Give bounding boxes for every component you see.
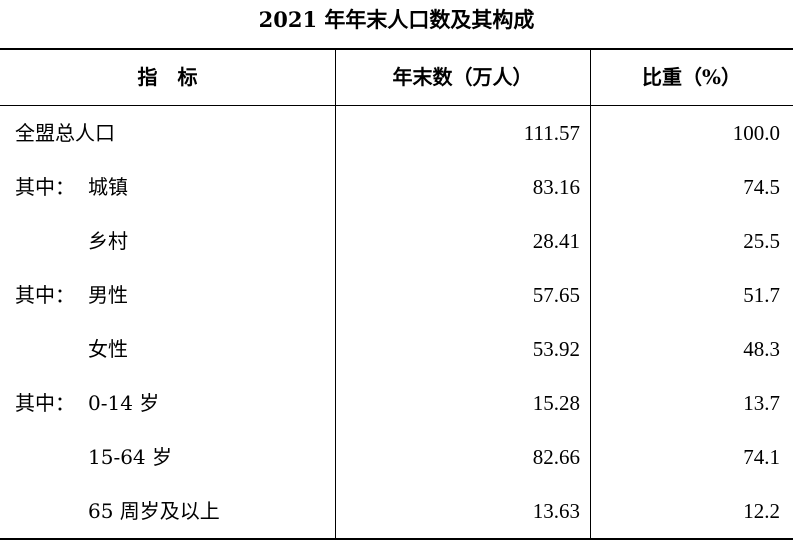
- row-share: 12.2: [743, 499, 780, 523]
- table-row: 其中： 城镇 83.16 74.5: [0, 160, 793, 214]
- row-share: 74.5: [743, 175, 780, 199]
- row-label: 乡村: [88, 229, 128, 253]
- row-value: 57.65: [532, 283, 580, 307]
- table-body: 全盟总人口 111.57 100.0 其中： 城镇 83.16 74.5 乡村 …: [0, 106, 793, 540]
- header-divider-1: [335, 50, 336, 105]
- table-header: 指 标 年末数（万人） 比重（%）: [0, 50, 793, 106]
- row-label: 男性: [88, 283, 128, 307]
- row-value: 111.57: [523, 121, 580, 145]
- row-label: 女性: [88, 337, 128, 361]
- row-label: 15-64 岁: [88, 445, 173, 469]
- row-value: 15.28: [532, 391, 580, 415]
- table-row: 全盟总人口 111.57 100.0: [0, 106, 793, 160]
- row-share: 74.1: [743, 445, 780, 469]
- row-prefix: 其中：: [15, 283, 75, 307]
- row-share: 48.3: [743, 337, 780, 361]
- row-label: 65 周岁及以上: [88, 499, 220, 523]
- table-row: 其中： 男性 57.65 51.7: [0, 268, 793, 322]
- header-indicator: 指 标: [137, 65, 198, 89]
- table-row: 女性 53.92 48.3: [0, 322, 793, 376]
- row-prefix: 其中：: [15, 175, 75, 199]
- row-value: 82.66: [532, 445, 580, 469]
- row-share: 25.5: [743, 229, 780, 253]
- row-value: 53.92: [532, 337, 580, 361]
- header-share: 比重（%）: [641, 65, 741, 89]
- population-table: 指 标 年末数（万人） 比重（%） 全盟总人口 111.57 100.0 其中：…: [0, 48, 793, 540]
- header-year-end-value: 年末数（万人）: [392, 65, 533, 89]
- body-divider-1: [335, 106, 336, 540]
- table-row: 65 周岁及以上 13.63 12.2: [0, 484, 793, 538]
- body-divider-2: [590, 106, 591, 540]
- row-value: 83.16: [532, 175, 580, 199]
- header-divider-2: [590, 50, 591, 105]
- row-label: 全盟总人口: [15, 121, 115, 145]
- row-label: 城镇: [88, 175, 128, 199]
- row-label: 0-14 岁: [88, 391, 160, 415]
- row-share: 13.7: [743, 391, 780, 415]
- row-prefix: 其中：: [15, 391, 75, 415]
- table-row: 15-64 岁 82.66 74.1: [0, 430, 793, 484]
- row-share: 51.7: [743, 283, 780, 307]
- table-title: 2021 年年末人口数及其构成: [258, 7, 535, 32]
- table-row: 乡村 28.41 25.5: [0, 214, 793, 268]
- row-value: 13.63: [532, 499, 580, 523]
- table-row: 其中： 0-14 岁 15.28 13.7: [0, 376, 793, 430]
- row-value: 28.41: [532, 229, 580, 253]
- row-share: 100.0: [732, 121, 780, 145]
